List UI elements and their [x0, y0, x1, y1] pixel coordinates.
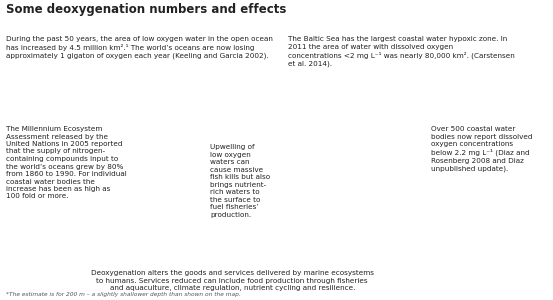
Text: During the past 50 years, the area of low oxygen water in the open ocean
has inc: During the past 50 years, the area of lo…: [6, 36, 273, 59]
Text: Upwelling of
low oxygen
waters can
cause massive
fish kills but also
brings nutr: Upwelling of low oxygen waters can cause…: [210, 144, 270, 218]
Text: The Millennium Ecosystem
Assessment released by the
United Nations in 2005 repor: The Millennium Ecosystem Assessment rele…: [6, 126, 126, 200]
Text: Deoxygenation alters the goods and services delivered by marine ecosystems
to hu: Deoxygenation alters the goods and servi…: [91, 270, 374, 291]
Text: Over 500 coastal water
bodies now report dissolved
oxygen concentrations
below 2: Over 500 coastal water bodies now report…: [431, 126, 533, 172]
Text: *The estimate is for 200 m – a slightly shallower depth than shown on the map.: *The estimate is for 200 m – a slightly …: [6, 292, 241, 297]
Text: Some deoxygenation numbers and effects: Some deoxygenation numbers and effects: [6, 3, 286, 16]
Text: The Baltic Sea has the largest coastal water hypoxic zone. In
2011 the area of w: The Baltic Sea has the largest coastal w…: [288, 36, 514, 67]
